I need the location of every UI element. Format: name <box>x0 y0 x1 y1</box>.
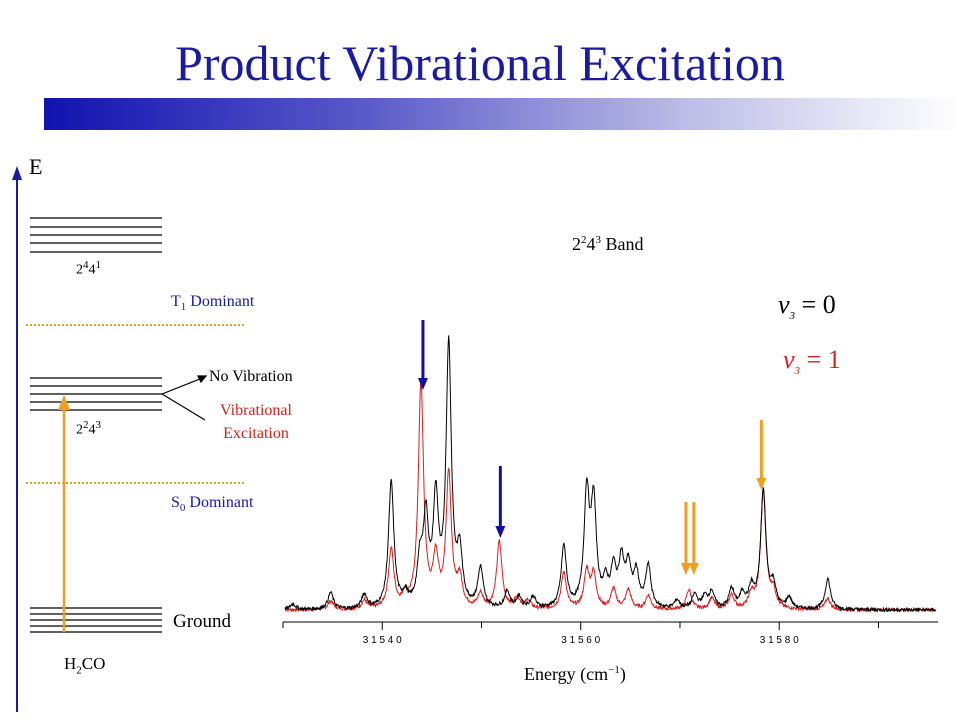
tick-label: 3 1 5 6 0 <box>561 635 600 646</box>
spectrum-x-axis <box>282 621 938 630</box>
legend-v3-1: v3 = 1 <box>783 345 841 378</box>
ground-level-lines <box>30 607 162 633</box>
middle-level-lines <box>30 377 162 411</box>
title-gradient-bar <box>44 98 960 130</box>
marker-arrow <box>417 320 428 390</box>
upper-level-lines <box>30 217 162 253</box>
trace-v3-0 <box>284 335 937 613</box>
s0-dominant-label: S0 Dominant <box>171 494 254 515</box>
branch-lines <box>161 375 208 421</box>
spectrum-markers <box>417 320 767 575</box>
legend-v3-0: v3 = 0 <box>778 290 836 323</box>
energy-axis <box>12 166 22 712</box>
slide-title: Product Vibrational Excitation <box>175 35 785 91</box>
upper-state-label: 2441 <box>76 259 101 278</box>
ground-label: Ground <box>173 611 232 632</box>
x-axis-label: Energy (cm−1) <box>524 664 626 684</box>
marker-arrow <box>680 502 691 575</box>
molecule-label: H2CO <box>64 654 106 677</box>
t1-dominant-label: T1 Dominant <box>171 293 255 314</box>
middle-state-label: 2243 <box>76 419 101 438</box>
band-label: 2243 Band <box>572 234 644 254</box>
spectrum-traces <box>284 335 937 614</box>
no-vibration-label: No Vibration <box>209 368 293 385</box>
marker-arrow <box>756 420 767 490</box>
vibrational-excitation-label: Vibrational Excitation <box>220 402 292 442</box>
tick-label: 3 1 5 4 0 <box>363 635 402 646</box>
tick-label: 3 1 5 8 0 <box>760 635 799 646</box>
excitation-arrow <box>58 395 70 632</box>
trace-v3-1 <box>284 381 937 614</box>
marker-arrow <box>495 466 506 538</box>
spectrum-tick-labels: 3 1 5 4 0 3 1 5 6 0 3 1 5 8 0 <box>363 635 799 646</box>
marker-arrow <box>688 502 699 575</box>
energy-axis-label: E <box>29 154 43 179</box>
